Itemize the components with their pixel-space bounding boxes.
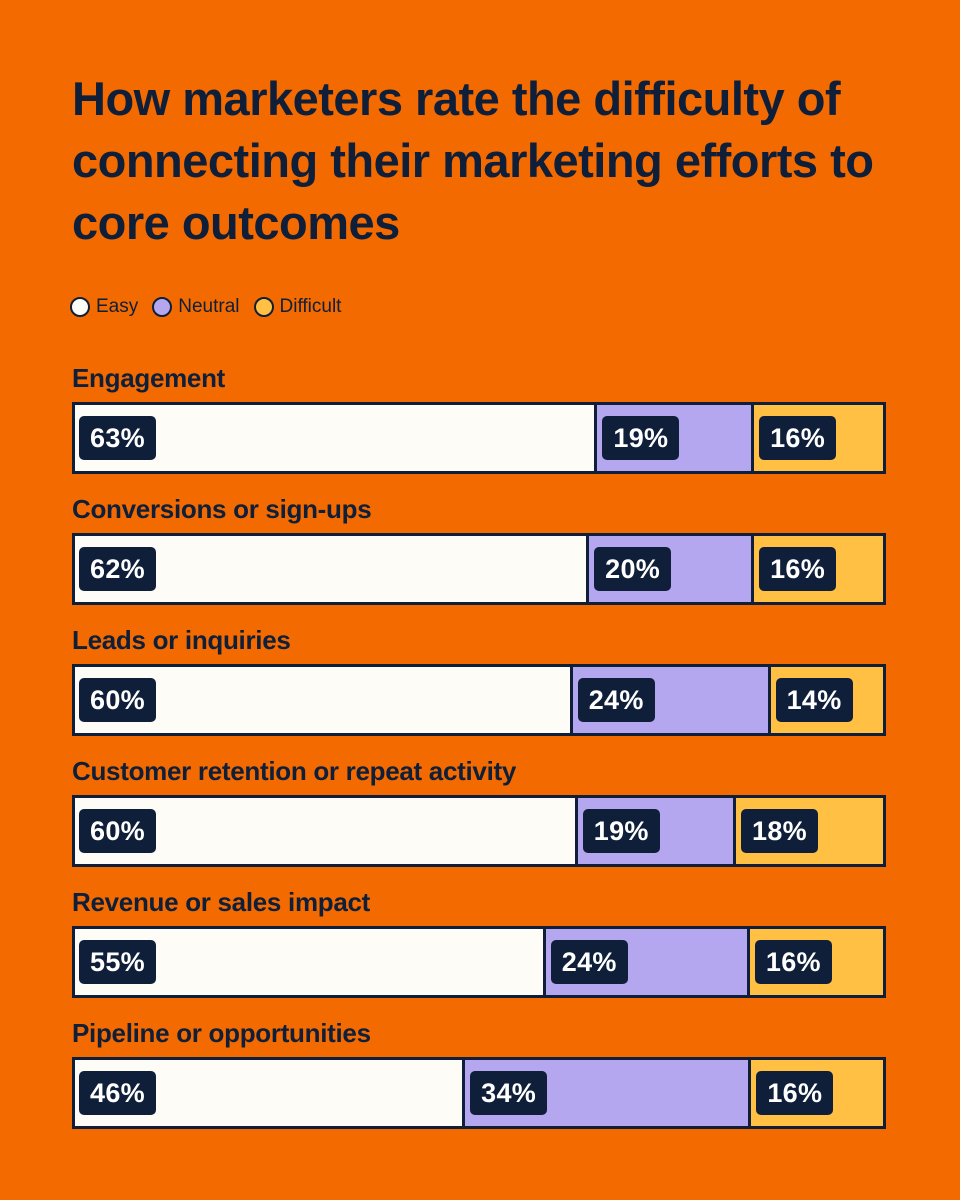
category-label: Leads or inquiries <box>72 625 291 655</box>
chart-rows: Engagement 63% 19% 16% Conversions or sign-u… <box>72 362 886 1148</box>
bar-row: Engagement 63% 19% 16% <box>72 362 886 493</box>
data-label: 18% <box>741 809 818 853</box>
bar-segment-easy: 46% <box>75 1060 463 1126</box>
category-label: Revenue or sales impact <box>72 887 371 917</box>
stacked-bar: 60% 19% 18% <box>72 795 886 867</box>
data-label: 16% <box>759 416 837 460</box>
legend-item-easy: Easy <box>70 296 138 318</box>
bar-row: Revenue or sales impact 55% 24% 16% <box>72 886 886 1017</box>
bar-segment-neutral: 20% <box>586 536 752 602</box>
legend-label-neutral: Neutral <box>178 296 240 317</box>
bar-segment-easy: 63% <box>75 405 595 471</box>
bar-segment-difficult: 16% <box>746 929 883 995</box>
bar-segment-easy: 62% <box>75 536 587 602</box>
chart-title: How marketers rate the difficulty of con… <box>72 72 874 249</box>
bar-segment-easy: 60% <box>75 798 575 864</box>
legend-item-difficult: Difficult <box>253 296 342 318</box>
category-label: Engagement <box>72 363 226 393</box>
bar-segment-neutral: 34% <box>462 1060 749 1126</box>
category-label: Conversions or sign-ups <box>72 494 372 524</box>
data-label: 24% <box>577 678 655 722</box>
data-label: 19% <box>582 809 660 853</box>
bar-row: Leads or inquiries 60% 24% 14% <box>72 624 886 755</box>
data-label: 16% <box>759 547 837 591</box>
data-label: 63% <box>79 416 156 460</box>
category-label: Customer retention or repeat activity <box>72 756 517 786</box>
data-label: 24% <box>550 940 628 984</box>
data-label: 19% <box>602 416 680 460</box>
bar-segment-difficult: 16% <box>748 1060 883 1126</box>
data-label: 62% <box>79 547 156 591</box>
bar-segment-easy: 55% <box>75 929 543 995</box>
legend-swatch-easy <box>70 297 90 317</box>
category-label: Pipeline or opportunities <box>72 1018 371 1048</box>
stacked-bar: 55% 24% 16% <box>72 926 886 998</box>
data-label: 60% <box>79 809 156 853</box>
legend-item-neutral: Neutral <box>152 296 240 318</box>
data-label: 46% <box>79 1071 156 1115</box>
legend-swatch-neutral <box>152 297 173 317</box>
stacked-bar: 46% 34% 16% <box>72 1057 886 1129</box>
bar-segment-easy: 60% <box>75 667 570 733</box>
bar-segment-neutral: 19% <box>574 798 734 864</box>
legend-label-easy: Easy <box>96 296 139 317</box>
bar-segment-difficult: 16% <box>751 405 883 471</box>
bar-segment-neutral: 19% <box>594 405 752 471</box>
data-label: 16% <box>754 940 832 984</box>
stacked-bar: 63% 19% 16% <box>72 402 886 474</box>
bar-row: Conversions or sign-ups 62% 20% 16% <box>72 493 886 624</box>
data-label: 20% <box>594 547 672 591</box>
data-label: 60% <box>79 678 156 722</box>
bar-row: Pipeline or opportunities 46% 34% 16% <box>72 1017 886 1148</box>
data-label: 34% <box>470 1071 548 1115</box>
bar-segment-neutral: 24% <box>569 667 768 733</box>
legend-swatch-difficult <box>253 297 274 317</box>
bar-segment-difficult: 16% <box>751 536 883 602</box>
legend-label-difficult: Difficult <box>279 296 342 317</box>
bar-segment-difficult: 18% <box>733 798 883 864</box>
bar-row: Customer retention or repeat activity 60%… <box>72 755 886 886</box>
bar-segment-neutral: 24% <box>542 929 747 995</box>
bar-segment-difficult: 14% <box>767 667 883 733</box>
data-label: 16% <box>756 1071 834 1115</box>
legend: Easy Neutral Difficult <box>70 296 355 318</box>
stacked-bar: 62% 20% 16% <box>72 533 886 605</box>
data-label: 55% <box>79 940 156 984</box>
data-label: 14% <box>775 678 853 722</box>
stacked-bar: 60% 24% 14% <box>72 664 886 736</box>
